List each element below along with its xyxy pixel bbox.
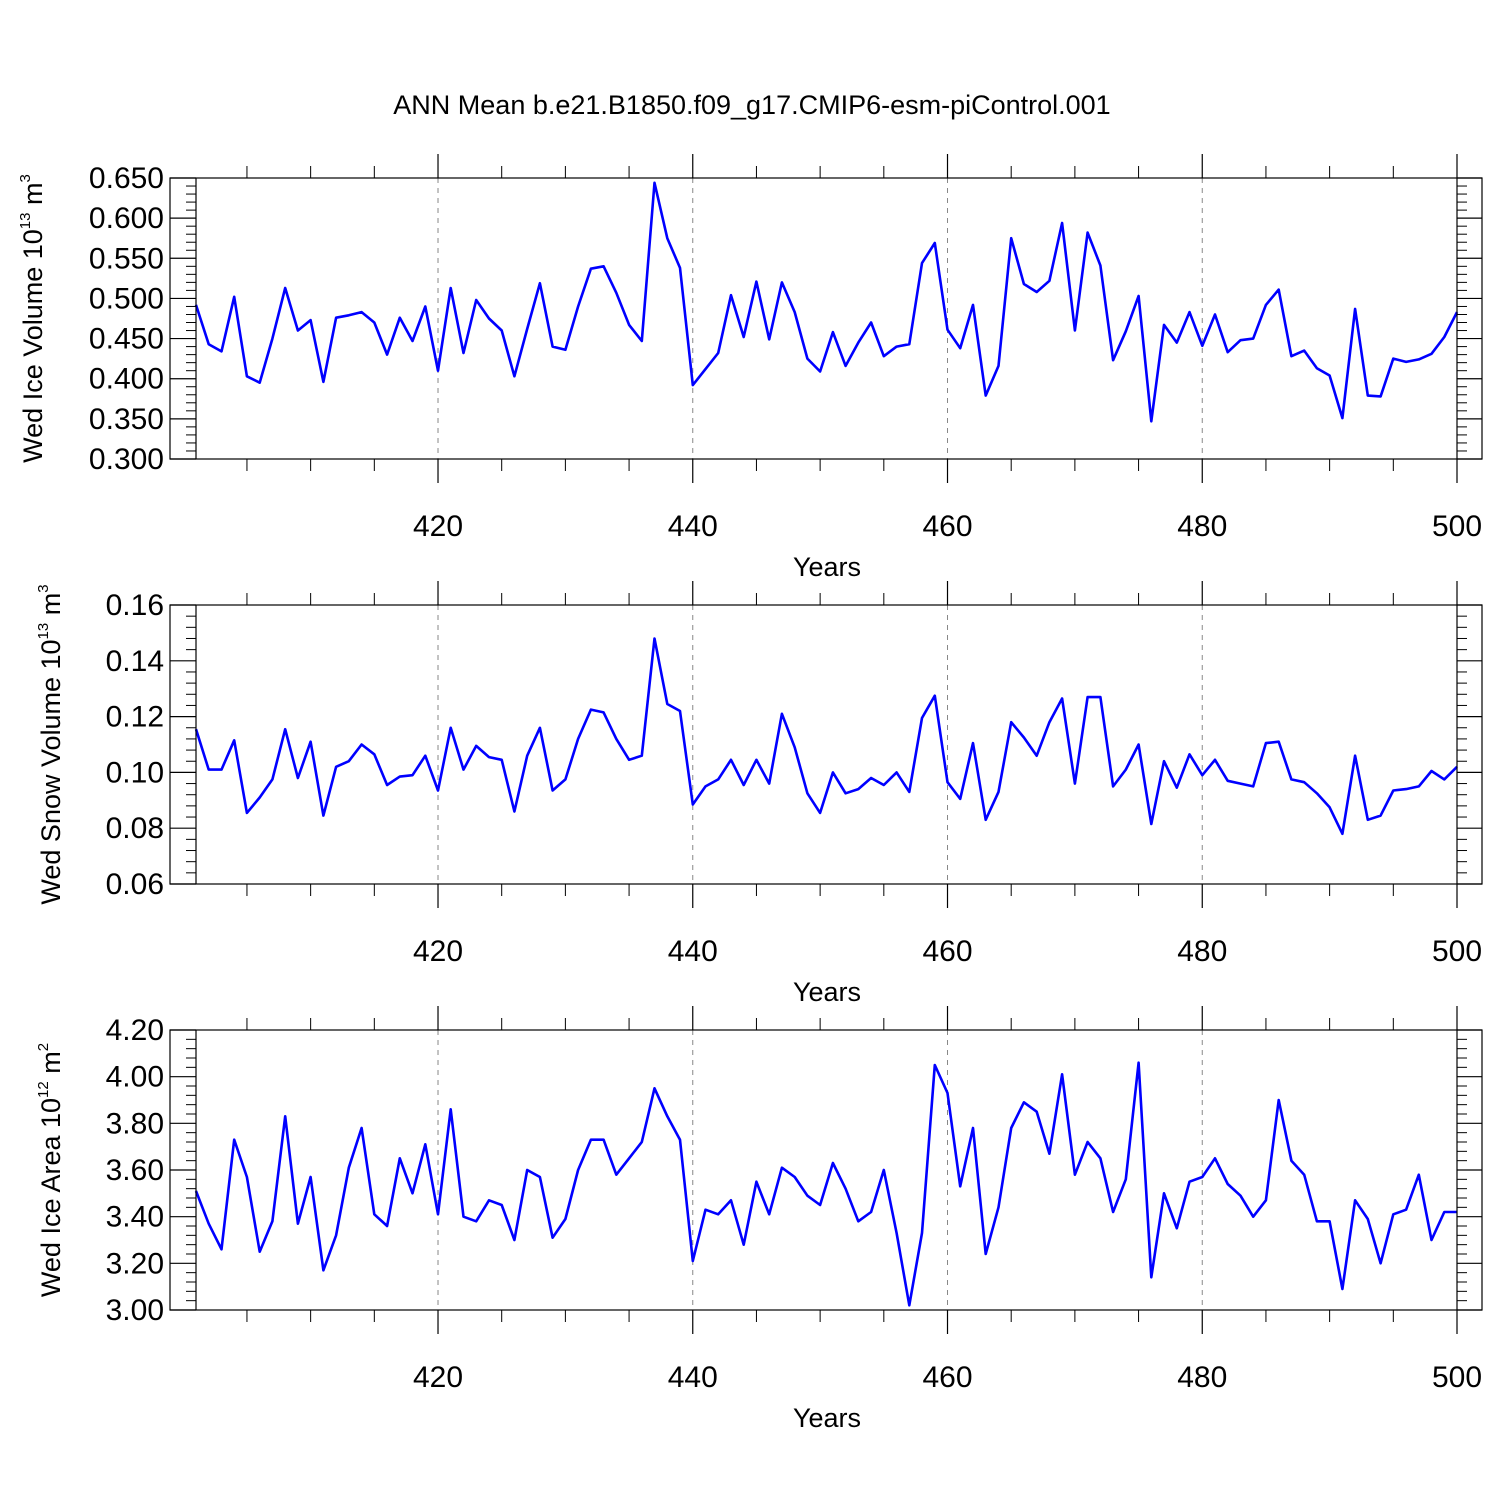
x-tick-label-460: 460 <box>922 510 972 543</box>
y-tick-label: 0.450 <box>89 323 164 356</box>
x-tick-label-500: 500 <box>1432 1361 1482 1394</box>
y-axis-label-text: Wed Snow Volume 10 <box>36 639 66 904</box>
y-tick-label: 0.650 <box>89 162 164 195</box>
x-tick-label-500: 500 <box>1432 935 1482 968</box>
wed-ice-volume-y-axis-label: Wed Ice Volume 1013 m3 <box>17 174 48 463</box>
y-tick-label: 4.20 <box>106 1014 164 1047</box>
chart-title: ANN Mean b.e21.B1850.f09_g17.CMIP6-esm-p… <box>393 90 1110 120</box>
wed-ice-area-panel: 3.00 3.20 3.40 3.60 3.80 4.00 4.20 420 440 460 480… <box>35 1006 1483 1433</box>
wed-snow-volume-series-line <box>194 637 1458 836</box>
x-tick-label-480: 480 <box>1177 510 1227 543</box>
y-tick-label: 0.500 <box>89 282 164 315</box>
wed-snow-volume-frame <box>169 604 1483 885</box>
y-axis-label-text: Wed Ice Volume 10 <box>18 229 48 463</box>
y-axis-label-unit: m <box>36 1051 66 1081</box>
y-tick-label: 0.550 <box>89 242 164 275</box>
wed-ice-volume-panel: 0.300 0.350 0.400 0.450 0.500 0.550 0.600 0.650… <box>17 154 1483 582</box>
y-tick-label: 3.20 <box>106 1247 164 1280</box>
y-tick-label: 0.14 <box>106 645 164 678</box>
wed-ice-volume-x-axis-label: Years <box>793 552 861 582</box>
y-tick-label: 4.00 <box>106 1061 164 1094</box>
wed-snow-volume-x-axis-label: Years <box>793 977 861 1007</box>
x-tick-label-420: 420 <box>413 1361 463 1394</box>
y-axis-label-unit-exponent: 3 <box>17 174 34 182</box>
y-tick-label: 0.08 <box>106 812 164 845</box>
wed-ice-area-y-axis-label: Wed Ice Area 1012 m2 <box>35 1043 66 1297</box>
wed-ice-volume-frame <box>169 177 1483 460</box>
y-axis-label-exponent: 13 <box>35 623 52 640</box>
wed-ice-area-x-axis-label: Years <box>793 1403 861 1433</box>
x-tick-label-440: 440 <box>668 1361 718 1394</box>
x-tick-label-420: 420 <box>413 935 463 968</box>
y-tick-label: 0.350 <box>89 403 164 436</box>
chart-panels: 0.300 0.350 0.400 0.450 0.500 0.550 0.600 0.650… <box>17 154 1483 1433</box>
y-tick-label: 0.400 <box>89 363 164 396</box>
wed-ice-volume-series-line <box>194 181 1459 423</box>
x-tick-label-460: 460 <box>922 1361 972 1394</box>
y-tick-label: 3.00 <box>106 1294 164 1327</box>
x-tick-label-460: 460 <box>922 935 972 968</box>
y-tick-label: 0.12 <box>106 701 164 734</box>
y-axis-label-unit-exponent: 2 <box>35 1043 52 1051</box>
y-tick-label: 3.60 <box>106 1154 164 1187</box>
y-tick-label: 3.80 <box>106 1107 164 1140</box>
y-axis-label-text: Wed Ice Area 10 <box>36 1098 66 1297</box>
wed-snow-volume-panel: 0.06 0.08 0.10 0.12 0.14 0.16 420 440 460 480 500 Y… <box>35 581 1483 1007</box>
x-tick-label-440: 440 <box>668 510 718 543</box>
y-tick-label: 0.300 <box>89 443 164 476</box>
y-tick-label: 0.06 <box>106 868 164 901</box>
x-tick-label-440: 440 <box>668 935 718 968</box>
y-axis-label-exponent: 12 <box>35 1081 52 1098</box>
y-tick-label: 0.600 <box>89 202 164 235</box>
y-tick-label: 0.16 <box>106 589 164 622</box>
y-axis-label-unit-exponent: 3 <box>35 584 52 592</box>
wed-ice-area-series-line <box>194 1061 1457 1307</box>
x-tick-label-420: 420 <box>413 510 463 543</box>
y-axis-label-unit: m <box>36 593 66 623</box>
x-tick-label-480: 480 <box>1177 935 1227 968</box>
x-tick-label-500: 500 <box>1432 510 1482 543</box>
y-tick-label: 3.40 <box>106 1201 164 1234</box>
y-axis-label-unit: m <box>18 183 48 213</box>
x-tick-label-480: 480 <box>1177 1361 1227 1394</box>
wed-snow-volume-y-axis-label: Wed Snow Volume 1013 m3 <box>35 584 66 904</box>
y-axis-label-exponent: 13 <box>17 213 34 230</box>
y-tick-label: 0.10 <box>106 756 164 789</box>
